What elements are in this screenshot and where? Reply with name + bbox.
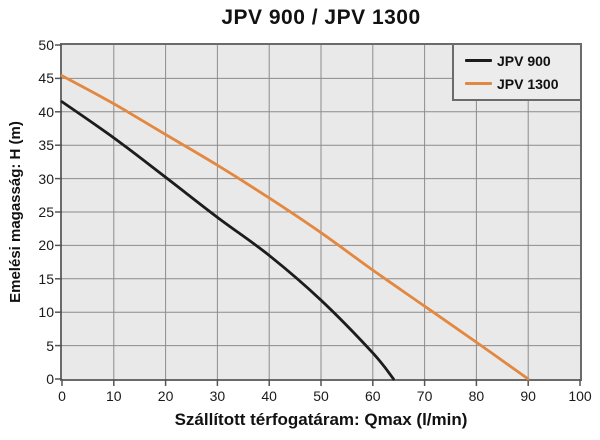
plot-canvas [55, 44, 581, 386]
legend: JPV 900 JPV 1300 [452, 45, 580, 101]
y-tick-label: 10 [38, 304, 54, 321]
legend-line-sample [465, 82, 492, 85]
x-tick-label: 60 [365, 388, 381, 404]
legend-label: JPV 900 [497, 52, 551, 69]
y-tick-label: 35 [38, 137, 54, 154]
x-axis-label: Szállított térfogatáram: Qmax (l/min) [174, 410, 468, 429]
legend-label: JPV 1300 [497, 75, 559, 92]
chart-title: JPV 900 / JPV 1300 [221, 6, 421, 29]
y-tick-label: 0 [46, 371, 54, 387]
x-tick-label: 30 [209, 388, 226, 404]
plot-area: JPV 900 JPV 1300 [55, 43, 582, 386]
y-tick-label: 5 [46, 337, 54, 354]
y-tick-label: 15 [38, 270, 54, 287]
y-tick-label: 20 [38, 237, 54, 254]
x-tick-label: 0 [58, 388, 66, 404]
x-tick-label: 100 [568, 388, 592, 404]
x-tick-label: 70 [416, 388, 433, 404]
series-line-jpv-900 [60, 100, 395, 381]
x-tick-label: 20 [157, 388, 174, 404]
y-tick-label: 25 [38, 204, 54, 220]
y-tick-label: 40 [38, 103, 54, 120]
x-tick-label: 40 [261, 388, 277, 404]
x-tick-label: 10 [106, 388, 122, 404]
legend-item: JPV 900 [465, 53, 580, 69]
x-tick-label: 90 [520, 388, 536, 404]
y-tick-label: 45 [38, 70, 54, 87]
y-tick-label: 50 [38, 37, 54, 53]
x-tick-label: 50 [313, 388, 329, 404]
legend-item: JPV 1300 [465, 76, 580, 92]
legend-line-sample [465, 59, 492, 62]
y-tick-label: 30 [38, 170, 54, 187]
series-line-jpv-1300 [60, 74, 530, 381]
x-tick-label: 80 [468, 388, 485, 404]
